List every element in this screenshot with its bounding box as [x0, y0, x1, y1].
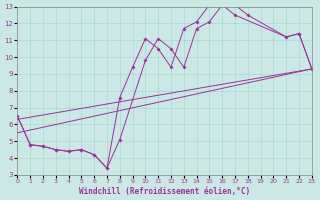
X-axis label: Windchill (Refroidissement éolien,°C): Windchill (Refroidissement éolien,°C) — [79, 187, 250, 196]
